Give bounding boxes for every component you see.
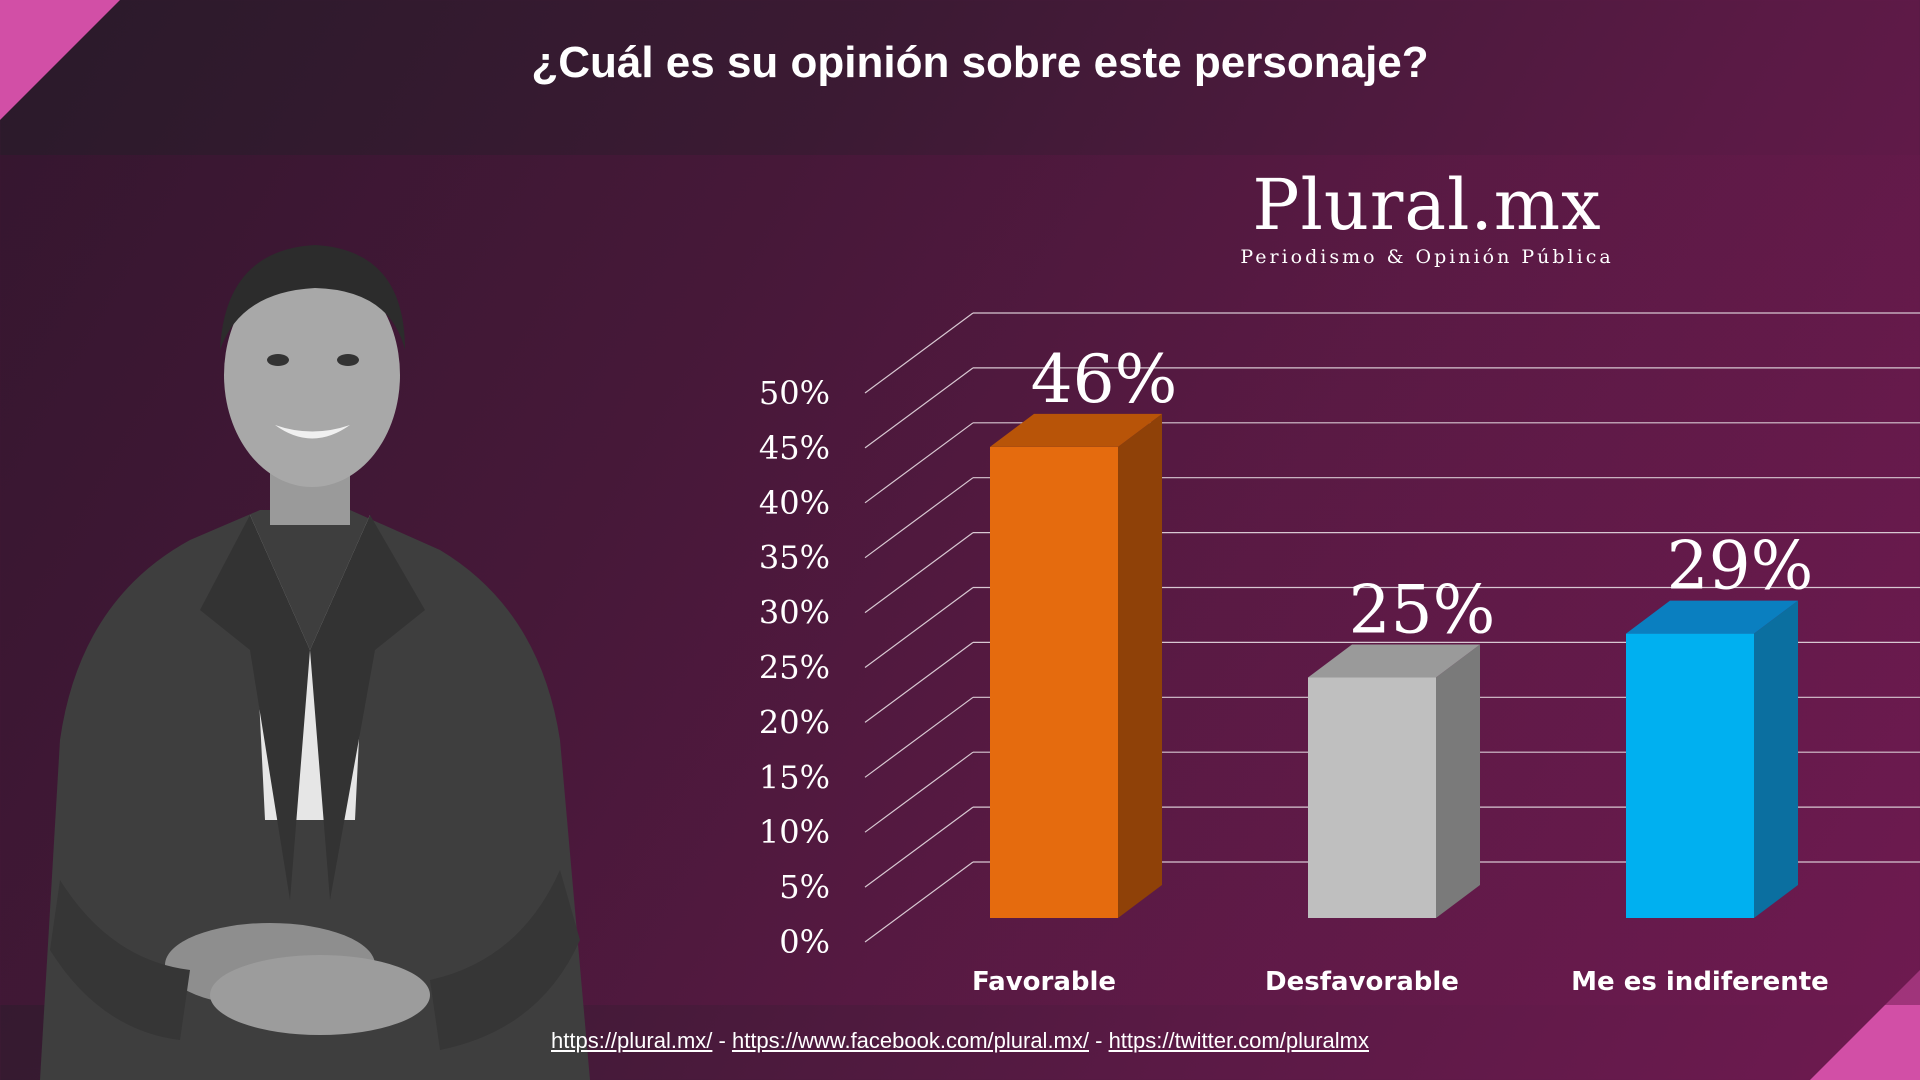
gridline-diagonal [864,696,974,778]
y-tick-label: 5% [779,868,830,906]
y-tick-label: 40% [759,484,830,522]
footer-link-twitter[interactable]: https://twitter.com/pluralmx [1108,1028,1369,1053]
y-tick-label: 10% [759,813,830,851]
gridline-diagonal [864,806,974,888]
bar-side [1436,644,1480,918]
footer-link-facebook[interactable]: https://www.facebook.com/plural.mx/ [731,1028,1089,1053]
gridline-diagonal [864,751,974,833]
logo-tagline: Periodismo & Opinión Pública [1240,246,1614,268]
bar-value-label: 29% [1667,528,1814,605]
x-category-label: Favorable [972,967,1116,997]
bar-side [1118,413,1162,918]
bar-value-label: 46% [1031,341,1178,418]
gridline-diagonal [864,641,974,723]
y-tick-label: 20% [759,703,830,741]
bar [1626,633,1754,918]
corner-decoration-top-left [0,0,120,120]
x-category-label: Me es indiferente [1571,967,1829,997]
bar-side [1754,600,1798,918]
footer-separator: - [712,1028,732,1053]
bar-top [1308,644,1480,678]
y-tick-label: 45% [759,429,830,467]
y-tick-label: 25% [759,649,830,687]
y-tick-label: 30% [759,594,830,632]
y-tick-label: 35% [759,539,830,577]
bar [1308,677,1436,918]
gridline-diagonal [864,477,974,559]
gridline-diagonal [864,861,974,943]
gridline-diagonal [864,587,974,668]
gridline-diagonal [864,532,974,614]
footer-separator: - [1089,1028,1109,1053]
plural-logo: Plural.mx Periodismo & Opinión Pública [1222,170,1632,268]
bar [990,446,1118,918]
bar-top [1626,600,1798,634]
bar-value-label: 25% [1349,572,1496,649]
bar-top [990,413,1162,447]
person-photo [40,245,590,1080]
footer-links: https://plural.mx/ - https://www.faceboo… [0,1028,1920,1054]
y-tick-label: 15% [759,758,830,796]
y-tick-label: 0% [779,923,830,961]
y-tick-label: 50% [759,374,830,412]
page-title: ¿Cuál es su opinión sobre este personaje… [531,38,1429,87]
logo-name: Plural.mx [1252,164,1602,246]
gridline-diagonal [864,422,974,504]
x-category-label: Desfavorable [1265,967,1459,997]
gridline-diagonal [864,312,974,394]
footer-link-plural[interactable]: https://plural.mx/ [551,1028,713,1053]
gridline-diagonal [864,367,974,449]
